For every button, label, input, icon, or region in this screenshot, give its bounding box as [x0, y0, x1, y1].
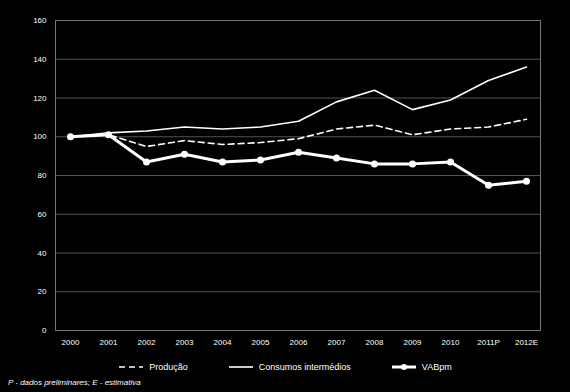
svg-text:2002: 2002 [138, 338, 156, 347]
svg-text:60: 60 [38, 210, 47, 219]
svg-text:100: 100 [33, 132, 47, 141]
svg-text:2007: 2007 [328, 338, 346, 347]
svg-text:2005: 2005 [252, 338, 270, 347]
svg-text:2001: 2001 [100, 338, 118, 347]
svg-text:40: 40 [38, 249, 47, 258]
svg-text:2009: 2009 [404, 338, 422, 347]
html-text:VABpm: VABpm [421, 362, 452, 372]
svg-text:160: 160 [33, 16, 47, 25]
svg-text:20: 20 [38, 287, 47, 296]
svg-text:2011P: 2011P [477, 338, 500, 347]
svg-text:120: 120 [33, 94, 47, 103]
html-text:Consumos intermédios: Consumos intermédios [258, 362, 351, 372]
html-text:Produção: Produção [149, 362, 188, 372]
html-text:P - dados preliminares; E - es: P - dados preliminares; E - estimativa [8, 378, 141, 387]
svg-text:2003: 2003 [176, 338, 194, 347]
svg-text:0: 0 [42, 326, 47, 335]
svg-text:2000: 2000 [62, 338, 80, 347]
svg-text:80: 80 [38, 171, 47, 180]
svg-text:2010: 2010 [442, 338, 460, 347]
svg-text:2004: 2004 [214, 338, 232, 347]
svg-text:2006: 2006 [290, 338, 308, 347]
svg-text:2012E: 2012E [515, 338, 538, 347]
svg-text:2008: 2008 [366, 338, 384, 347]
svg-text:140: 140 [33, 55, 47, 64]
